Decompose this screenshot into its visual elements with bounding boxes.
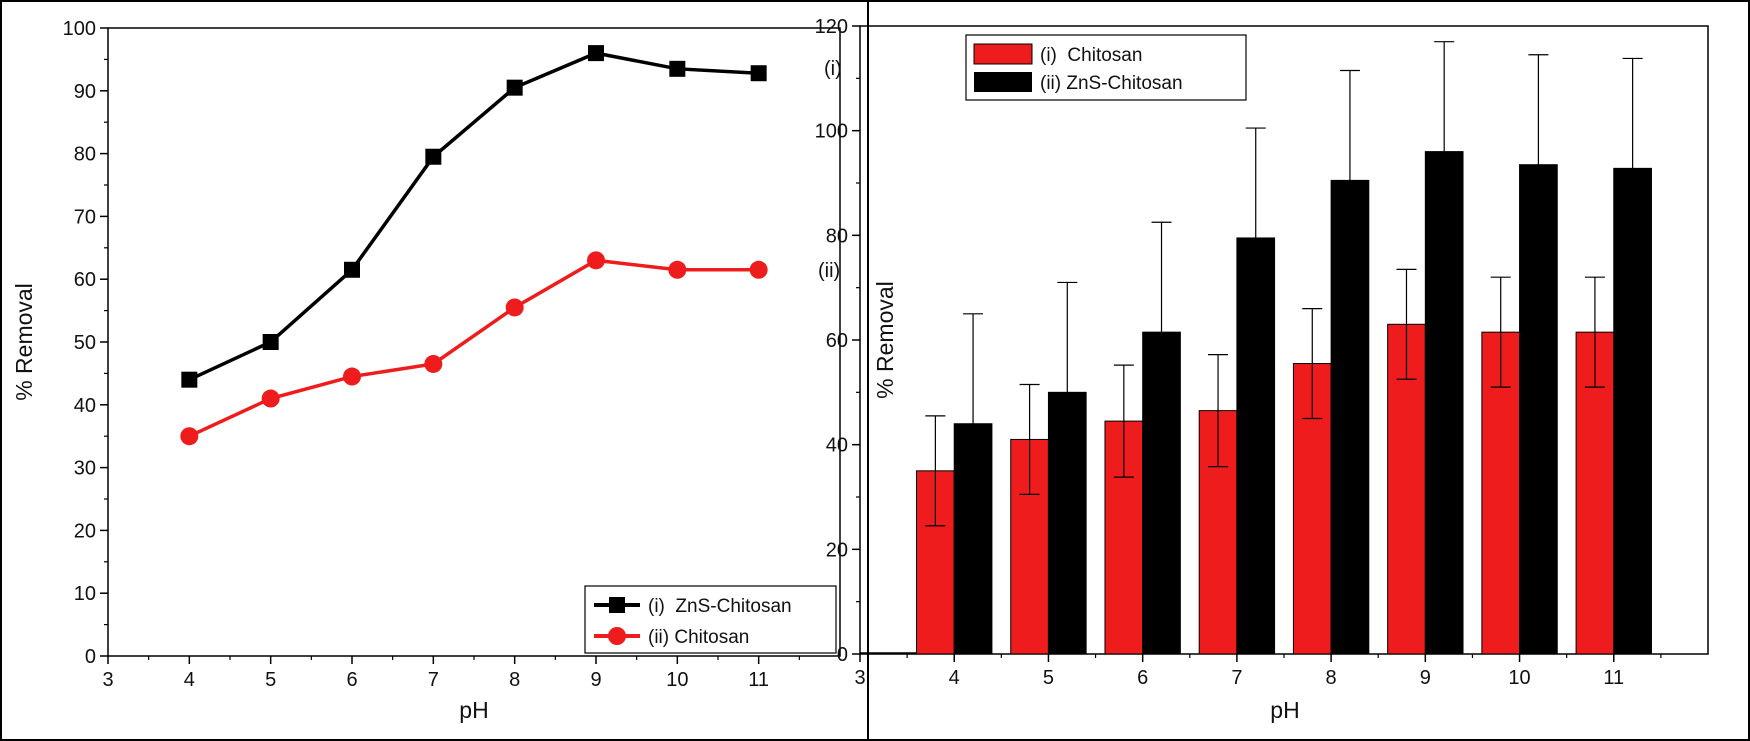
y-tick-label: 60 — [826, 330, 848, 352]
series-line-chitosan — [188, 258, 759, 438]
right-panel-border — [867, 0, 1750, 741]
x-tick-label: 3 — [102, 669, 113, 691]
bar-chart-bars — [916, 41, 1652, 655]
data-point-chitosan — [587, 251, 605, 270]
x-tick-label: 6 — [1137, 667, 1148, 689]
x-tick-label: 7 — [428, 669, 439, 691]
y-tick-label: 40 — [826, 435, 848, 457]
data-point-chitosan — [343, 367, 361, 386]
line-chart-x-axis: 3 4 5 6 7 8 9 10 11 — [102, 656, 800, 691]
y-tick-label: 100 — [63, 18, 96, 40]
y-tick-label: 40 — [74, 395, 96, 417]
y-tick-label: 0 — [837, 644, 848, 666]
line-chart-legend-box — [584, 585, 837, 654]
bar-chart-y-axis-label: % Removal — [872, 281, 898, 399]
x-tick-label: 8 — [509, 669, 520, 691]
x-tick-label: 11 — [748, 669, 769, 691]
line-chart-annotation-ii: (ii) — [818, 260, 840, 282]
y-tick-label: 60 — [74, 269, 96, 291]
y-tick-label: 20 — [826, 539, 848, 561]
y-tick-label: 30 — [74, 458, 96, 480]
data-point-zns-chitosan — [669, 60, 686, 77]
x-tick-label: 6 — [346, 669, 357, 691]
legend-label-chitosan: (ii) Chitosan — [648, 627, 749, 648]
data-point-zns-chitosan — [181, 371, 198, 388]
data-point-zns-chitosan — [262, 334, 279, 350]
bar-chart-y-axis: 0 20 40 60 80 100 120 — [815, 16, 860, 666]
data-point-chitosan — [505, 298, 524, 317]
y-tick-label: 90 — [74, 81, 96, 103]
x-tick-label: 5 — [1043, 667, 1054, 689]
x-tick-label: 9 — [1420, 667, 1431, 689]
x-tick-label: 4 — [184, 669, 195, 691]
data-point-chitosan — [668, 260, 687, 279]
y-tick-label: 10 — [74, 583, 96, 605]
x-tick-label: 5 — [265, 669, 276, 691]
legend-label-zns-chitosan: (i) ZnS-Chitosan — [648, 596, 792, 617]
line-chart-y-axis-label: % Removal — [11, 283, 37, 401]
legend-label-bar-chitosan: (i) Chitosan — [1040, 45, 1142, 66]
line-chart: 0 10 20 30 40 50 60 70 80 90 100 3 4 5 6 7 8 9 10 11 pH % … — [11, 18, 842, 723]
line-chart-legend: (i) ZnS-Chitosan (ii) Chitosan — [584, 585, 837, 654]
bar-chart-legend: (i) Chitosan (ii) ZnS-Chitosan — [965, 34, 1247, 101]
y-tick-label: 80 — [826, 225, 848, 247]
line-chart-annotation-i: (i) — [824, 58, 842, 80]
data-point-zns-chitosan — [588, 45, 604, 62]
bar-chart-x-axis: 3 4 5 6 7 8 9 10 11 — [854, 652, 1662, 689]
x-tick-label: 4 — [949, 667, 960, 689]
x-tick-label: 10 — [666, 669, 688, 691]
data-point-chitosan — [180, 427, 199, 446]
x-tick-label: 10 — [1508, 667, 1530, 689]
data-point-chitosan — [261, 389, 280, 408]
legend-swatch-chitosan — [973, 43, 1033, 65]
line-chart-series — [180, 45, 768, 446]
bar-chart-x-axis-label: pH — [1270, 697, 1299, 723]
legend-marker-chitosan — [608, 627, 626, 645]
y-tick-label: 0 — [85, 646, 96, 668]
y-tick-label: 70 — [74, 206, 96, 228]
series-line-zns-chitosan — [188, 51, 759, 382]
bar-chart: 0 20 40 60 80 100 120 3 4 5 6 7 8 9 10 11 pH % Removal… — [815, 16, 1709, 723]
y-tick-label: 100 — [815, 121, 848, 143]
data-point-chitosan — [424, 354, 443, 373]
data-point-zns-chitosan — [750, 65, 767, 82]
data-point-zns-chitosan — [425, 148, 442, 165]
x-tick-label: 11 — [1603, 667, 1624, 689]
y-tick-label: 20 — [74, 520, 96, 542]
x-tick-label: 8 — [1326, 667, 1337, 689]
x-tick-label: 7 — [1231, 667, 1242, 689]
legend-swatch-zns-chitosan — [974, 72, 1032, 92]
y-tick-label: 80 — [74, 144, 96, 166]
line-chart-x-axis-label: pH — [459, 697, 488, 723]
data-point-zns-chitosan — [506, 79, 523, 96]
data-point-zns-chitosan — [344, 261, 360, 278]
y-tick-label: 50 — [74, 332, 96, 354]
legend-label-bar-zns-chitosan: (ii) ZnS-Chitosan — [1040, 73, 1183, 94]
x-tick-label: 3 — [854, 667, 865, 689]
y-tick-label: 120 — [815, 16, 848, 38]
data-point-chitosan — [749, 260, 768, 279]
x-tick-label: 9 — [590, 669, 601, 691]
legend-marker-zns-chitosan — [609, 597, 625, 613]
line-chart-y-axis: 0 10 20 30 40 50 60 70 80 90 100 — [63, 18, 108, 668]
